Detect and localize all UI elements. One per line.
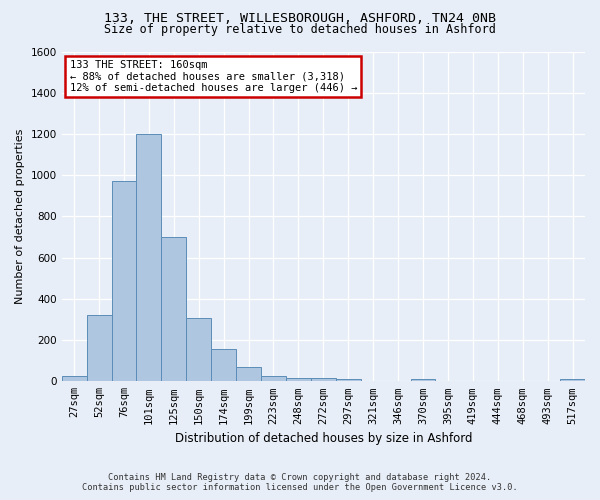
Text: 133, THE STREET, WILLESBOROUGH, ASHFORD, TN24 0NB: 133, THE STREET, WILLESBOROUGH, ASHFORD,… (104, 12, 496, 26)
Text: Size of property relative to detached houses in Ashford: Size of property relative to detached ho… (104, 22, 496, 36)
Bar (211, 350, 236, 382)
Text: 133 THE STREET: 160sqm
← 88% of detached houses are smaller (3,318)
12% of semi-: 133 THE STREET: 160sqm ← 88% of detached… (70, 60, 357, 93)
Bar (236, 367, 261, 382)
Bar (336, 379, 361, 382)
Bar (112, 182, 136, 382)
Bar (560, 379, 585, 382)
Bar (86, 316, 112, 382)
Bar (136, 134, 161, 382)
Bar (286, 378, 311, 382)
Bar (311, 378, 336, 382)
Bar (410, 379, 436, 382)
Bar (161, 237, 186, 382)
Y-axis label: Number of detached properties: Number of detached properties (15, 128, 25, 304)
Text: Contains HM Land Registry data © Crown copyright and database right 2024.
Contai: Contains HM Land Registry data © Crown c… (82, 473, 518, 492)
Bar (186, 318, 211, 382)
X-axis label: Distribution of detached houses by size in Ashford: Distribution of detached houses by size … (175, 432, 472, 445)
Bar (62, 376, 86, 382)
Bar (261, 376, 286, 382)
